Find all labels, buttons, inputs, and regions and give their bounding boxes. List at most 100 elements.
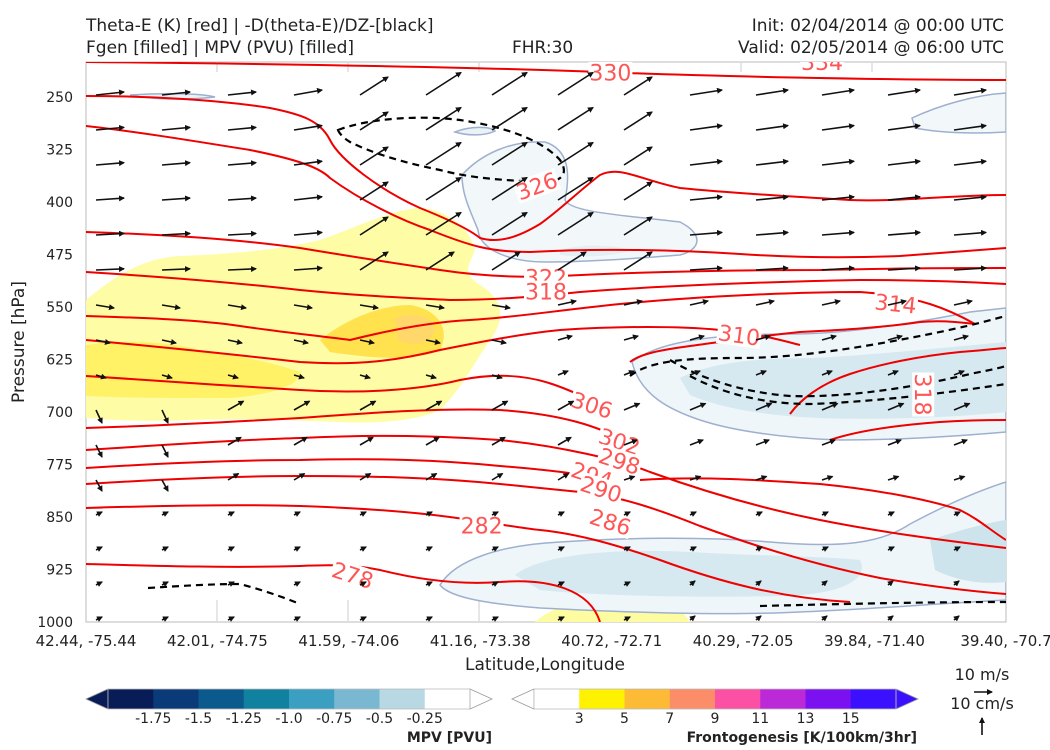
colorbar-swatch xyxy=(805,689,852,709)
y-axis-ticks: 250 325 400 475 550 625 700 775 850 925 1000 xyxy=(37,90,73,631)
wind-vector xyxy=(359,546,367,552)
wind-vector xyxy=(491,472,504,481)
wind-vector xyxy=(491,176,528,201)
dthetae-dz-contour xyxy=(669,359,1006,398)
wind-vector xyxy=(821,265,855,272)
theta-e-label-bg xyxy=(588,62,633,84)
wind-vector xyxy=(953,299,973,306)
wind-vector xyxy=(95,124,125,131)
wind-vector xyxy=(161,581,169,587)
wind-vector xyxy=(887,265,921,272)
wind-vector xyxy=(689,194,723,201)
theta-e-contour xyxy=(86,434,1006,549)
colorbar-swatch xyxy=(850,689,897,709)
wind-vector xyxy=(425,211,462,236)
wind-vector xyxy=(887,475,900,481)
wind-vector xyxy=(953,123,987,131)
mpv-region-bottom-east xyxy=(930,520,1006,583)
wind-vector xyxy=(491,581,499,587)
wind-vector xyxy=(953,194,987,201)
wind-vector xyxy=(755,615,762,622)
theta-e-contour xyxy=(86,458,601,479)
wind-vector xyxy=(623,111,653,131)
wind-vector xyxy=(953,370,965,376)
wind-vector xyxy=(161,511,169,517)
wind-vector xyxy=(689,475,702,481)
wind-vector xyxy=(623,475,636,481)
colorbar-swatch xyxy=(153,689,199,709)
wind-vector xyxy=(95,479,103,492)
wind-vector xyxy=(755,334,771,341)
wind-vector xyxy=(227,511,235,517)
wind-vector xyxy=(557,581,565,587)
x-tick-label: 42.01, -74.75 xyxy=(167,632,268,650)
wind-vector xyxy=(755,475,768,481)
wind-vector xyxy=(491,106,528,131)
wind-vector xyxy=(623,581,631,587)
wind-vector xyxy=(491,304,511,311)
wind-vector xyxy=(293,511,301,517)
x-tick-label: 41.59, -74.06 xyxy=(298,632,399,650)
wind-vector xyxy=(227,160,257,167)
wind-vector xyxy=(161,546,169,552)
wind-vector xyxy=(623,438,638,446)
wind-vector xyxy=(293,546,301,552)
wind-vector xyxy=(623,216,653,236)
wind-vector xyxy=(425,581,433,587)
colorbar-swatch xyxy=(579,689,625,709)
theta-e-label-bg xyxy=(567,387,617,423)
wind-vector xyxy=(887,370,899,376)
wind-vector xyxy=(359,181,389,201)
wind-vector xyxy=(161,89,191,96)
wind-vector xyxy=(425,373,437,380)
wind-vector xyxy=(755,402,773,411)
mpv-tick-label: -1.25 xyxy=(226,711,262,727)
colorbar-swatch xyxy=(108,689,154,709)
wind-vector xyxy=(887,511,895,517)
theta-e-contour xyxy=(639,477,1006,541)
wind-vector xyxy=(359,436,374,446)
wind-vector xyxy=(623,616,631,622)
wind-vector xyxy=(887,438,902,446)
colorbar-swatch xyxy=(379,689,426,709)
theta-e-label: 310 xyxy=(716,321,761,352)
x-tick-label: 42.44, -75.44 xyxy=(36,632,137,650)
wind-vector xyxy=(95,511,103,517)
fgen-tick-label: 5 xyxy=(620,711,629,727)
valid-label: Valid: 02/05/2014 @ 06:00 UTC xyxy=(738,38,1004,58)
y-tick-label: 250 xyxy=(46,90,73,106)
wind-vector xyxy=(359,216,389,236)
mpv-region-bottom-inner xyxy=(515,550,862,597)
wind-vector xyxy=(953,265,987,272)
colorbar-extend-right xyxy=(895,688,919,710)
wind-vector xyxy=(887,158,921,166)
wind-vector xyxy=(359,111,389,131)
wind-vector xyxy=(689,299,709,306)
wind-vector xyxy=(425,546,433,552)
wind-vector xyxy=(227,230,257,237)
wind-vector xyxy=(227,436,242,446)
colorbar-swatch xyxy=(624,689,671,709)
y-tick-label: 775 xyxy=(46,458,73,474)
theta-e-label-bg xyxy=(715,321,763,349)
wind-vector xyxy=(425,106,462,131)
wind-vector xyxy=(95,444,103,458)
mpv-region-upper xyxy=(461,141,698,263)
wind-vector xyxy=(689,229,723,236)
wind-vector xyxy=(293,194,323,201)
x-tick-label: 39.84, -71.40 xyxy=(824,632,925,650)
y-tick-label: 850 xyxy=(46,510,73,526)
wind-vector xyxy=(95,230,125,237)
wind-vector xyxy=(161,230,191,237)
wind-vector xyxy=(689,438,704,446)
wind-vector xyxy=(755,123,789,131)
theta-e-contour xyxy=(86,125,1006,259)
wind-vector xyxy=(491,511,499,517)
wind-vector xyxy=(755,546,763,552)
mpv-colorbar-label: MPV [PVU] xyxy=(407,730,492,746)
wind-vector xyxy=(95,546,103,552)
fgen-tick-label: 9 xyxy=(711,711,720,727)
wind-vector xyxy=(755,87,789,96)
theta-e-label-bg xyxy=(576,471,626,507)
theta-e-contour xyxy=(789,347,1006,415)
